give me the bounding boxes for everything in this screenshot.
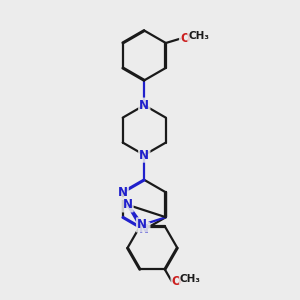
Text: N: N — [118, 186, 128, 199]
Text: CH₃: CH₃ — [188, 31, 209, 41]
Text: O: O — [172, 275, 182, 288]
Text: O: O — [180, 32, 190, 45]
Text: N: N — [139, 148, 149, 161]
Text: N: N — [139, 99, 149, 112]
Text: N: N — [139, 223, 149, 236]
Text: N: N — [122, 198, 133, 211]
Text: CH₃: CH₃ — [180, 274, 201, 284]
Text: N: N — [137, 218, 147, 231]
